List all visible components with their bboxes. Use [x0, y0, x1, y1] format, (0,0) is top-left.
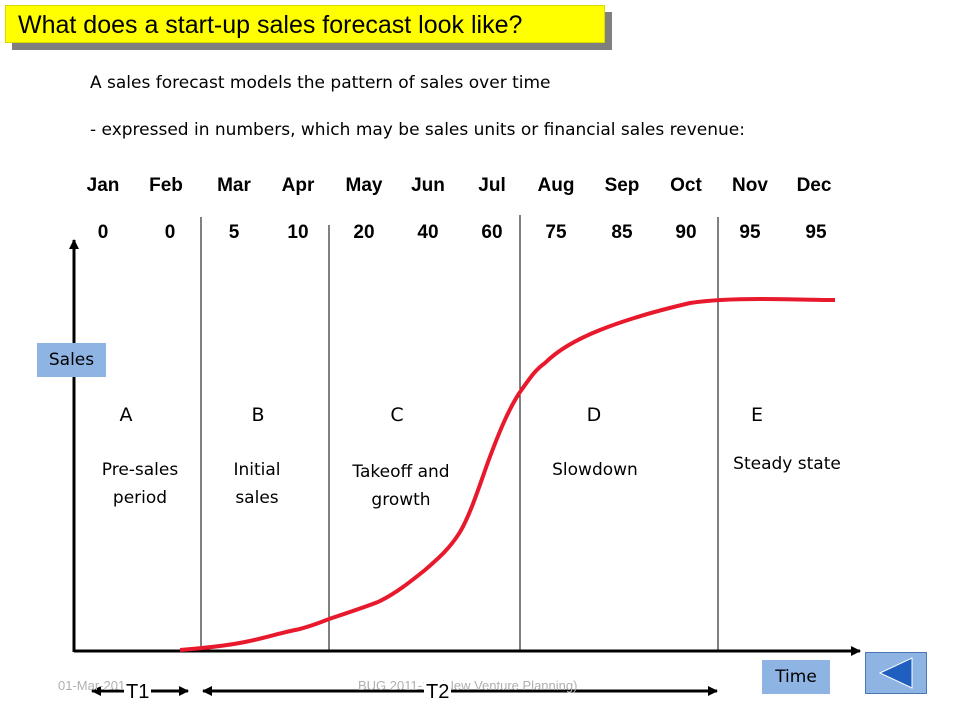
month-value: 95 [805, 222, 827, 243]
page-title: What does a start-up sales forecast look… [5, 5, 605, 43]
sales-curve [179, 296, 836, 652]
month-label: Dec [796, 175, 832, 196]
footer-date: 01-Mar-2012 [58, 678, 133, 693]
month-value: 0 [164, 222, 176, 243]
month-value: 90 [675, 222, 697, 243]
month-label: Sep [604, 175, 640, 196]
month-value: 75 [545, 222, 567, 243]
month-value: 95 [739, 222, 761, 243]
month-value: 10 [287, 222, 309, 243]
phase-letter: A [119, 404, 133, 426]
phase-letter: B [251, 404, 265, 426]
month-label: May [345, 175, 383, 196]
month-value: 0 [97, 222, 109, 243]
month-value: 85 [611, 222, 633, 243]
month-label: Nov [732, 175, 768, 196]
subtitle-line-1: A sales forecast models the pattern of s… [90, 73, 551, 93]
phase-description: Initial sales [233, 460, 281, 508]
y-axis-label: Sales [37, 343, 106, 377]
phase-description: Pre-sales period [101, 460, 179, 508]
phase-description: Takeoff and growth [352, 462, 450, 510]
month-label: Mar [217, 175, 251, 196]
month-value: 40 [417, 222, 439, 243]
month-label: Feb [149, 175, 183, 196]
phase-description: Steady state [733, 454, 841, 474]
month-value: 60 [481, 222, 503, 243]
month-label: Apr [281, 175, 315, 196]
month-label: Oct [670, 175, 702, 196]
subtitle-line-2: - expressed in numbers, which may be sal… [90, 120, 745, 140]
t1-label: T1 [124, 681, 152, 704]
month-value: 5 [228, 222, 240, 243]
left-triangle-icon [878, 657, 913, 689]
phase-letter: C [390, 404, 404, 426]
x-axis-label: Time [762, 660, 830, 694]
month-value: 20 [353, 222, 375, 243]
month-label: Jan [86, 175, 120, 196]
phase-description: Slowdown [552, 460, 638, 480]
phase-letter: E [750, 404, 763, 426]
footer-course: BUG 2011-12 (New Venture Planning) [358, 678, 578, 693]
back-button[interactable] [865, 652, 927, 694]
month-label: Jun [411, 175, 445, 196]
month-label: Jul [478, 175, 506, 196]
t2-label: T2 [424, 681, 452, 704]
phase-letter: D [586, 404, 602, 426]
month-label: Aug [537, 175, 575, 196]
